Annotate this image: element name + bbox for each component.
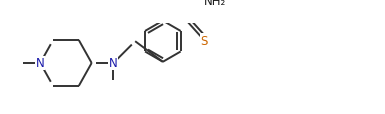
Text: S: S: [201, 35, 208, 48]
Text: N: N: [36, 57, 45, 70]
Text: N: N: [109, 57, 118, 70]
Text: NH₂: NH₂: [204, 0, 227, 8]
